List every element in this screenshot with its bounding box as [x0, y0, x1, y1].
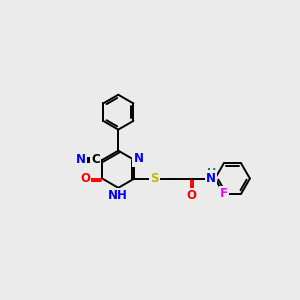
- Text: S: S: [150, 172, 159, 185]
- Text: N: N: [134, 152, 143, 165]
- Text: O: O: [80, 172, 90, 185]
- Text: N: N: [206, 172, 216, 184]
- Text: O: O: [187, 189, 196, 202]
- Text: F: F: [220, 187, 228, 200]
- Text: C: C: [91, 154, 100, 166]
- Text: N: N: [76, 154, 86, 166]
- Text: NH: NH: [108, 189, 128, 202]
- Text: H: H: [206, 168, 216, 178]
